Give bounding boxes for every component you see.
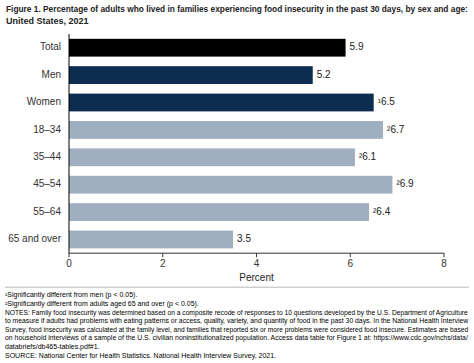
footnote: databriefs/db465-tables.pdf#1. (5, 343, 100, 351)
category-label: Total (40, 41, 61, 52)
footnote: on household interviews of a sample of t… (5, 334, 468, 342)
x-tick-label: 8 (441, 258, 447, 269)
bar (69, 176, 392, 194)
footnote: SOURCE: National Center for Health Stati… (5, 352, 276, 360)
x-tick (350, 253, 351, 257)
data-label: ²6.4 (373, 206, 391, 217)
category-label: 35–44 (33, 151, 61, 162)
bar (69, 94, 374, 112)
category-label: 65 and over (8, 233, 61, 244)
data-label: 3.5 (237, 233, 251, 244)
category-label: 55–64 (33, 206, 61, 217)
x-axis-label: Percent (239, 272, 274, 283)
x-tick-label: 2 (160, 258, 166, 269)
x-tick-label: 0 (66, 258, 72, 269)
category-label: Men (42, 69, 61, 80)
bars (69, 39, 392, 249)
y-axis: 65 and over 55–64 45–54 35–44 18–34 Women Men T… (8, 41, 61, 244)
zero-line (69, 34, 70, 253)
background (0, 0, 474, 363)
x-axis: 0 2 4 6 8 Percent (66, 253, 447, 283)
separator (5, 287, 469, 288)
footnote: ¹Significantly different from men (p < 0… (5, 291, 137, 299)
data-label: 5.2 (317, 69, 331, 80)
footnote: ²Significantly different from adults age… (5, 300, 199, 308)
data-label: ²6.7 (387, 124, 405, 135)
bar (69, 39, 346, 57)
x-tick (69, 253, 70, 257)
category-label: 45–54 (33, 178, 61, 189)
x-tick-label: 4 (254, 258, 260, 269)
bar (69, 203, 369, 221)
footnote: Survey, food insecurity was calculated a… (5, 326, 468, 334)
subtitle: United States, 2021 (6, 16, 89, 26)
footnote: to measure if adults had problems with e… (5, 317, 468, 325)
x-tick (256, 253, 257, 257)
category-label: 18–34 (33, 124, 61, 135)
data-labels: 3.5 ²6.4 ²6.9 ²6.1 ²6.7 ¹6.5 5.2 5.9 (237, 41, 414, 244)
x-tick (444, 253, 445, 257)
bar (69, 148, 355, 166)
chart: Figure 1. Percentage of adults who lived… (0, 0, 474, 363)
data-label: ²6.9 (396, 178, 414, 189)
bar (69, 231, 233, 249)
data-label: 5.9 (350, 41, 364, 52)
bar (69, 66, 313, 84)
data-label: ¹6.5 (378, 96, 396, 107)
title: Figure 1. Percentage of adults who lived… (6, 4, 468, 14)
data-label: ²6.1 (359, 151, 377, 162)
x-tick-label: 6 (347, 258, 353, 269)
category-label: Women (27, 96, 61, 107)
bar (69, 121, 383, 139)
x-tick (162, 253, 163, 257)
footnote: NOTES: Family food insecurity was determ… (5, 309, 468, 317)
